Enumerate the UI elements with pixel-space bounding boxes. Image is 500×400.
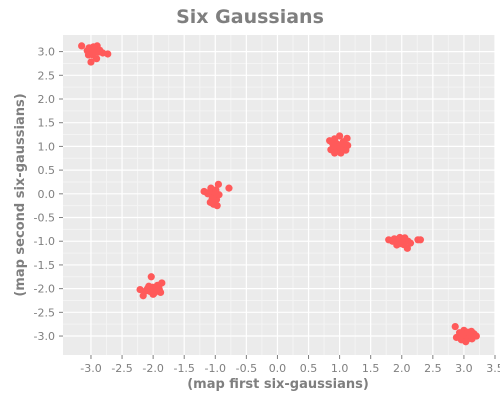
scatter-point	[388, 237, 397, 245]
scatter-point	[328, 139, 336, 147]
scatter-point	[149, 286, 157, 294]
y-tick-label: 1.0	[38, 140, 56, 153]
chart-title: Six Gaussians	[176, 6, 324, 28]
y-tick-label: 2.5	[38, 69, 56, 82]
y-tick-label: 0.0	[38, 188, 56, 201]
scatter-point	[92, 55, 101, 63]
x-tick-label: 3.5	[486, 362, 500, 375]
x-tick-label: -3.0	[80, 362, 101, 375]
scatter-point	[155, 283, 163, 291]
scatter-point	[209, 200, 218, 208]
x-axis-label: (map first six-gaussians)	[187, 377, 369, 392]
x-tick-label: 1.5	[362, 362, 380, 375]
y-axis-label: (map second six-gaussians)	[13, 93, 28, 296]
x-tick-label: -2.0	[142, 362, 163, 375]
scatter-point	[398, 236, 406, 244]
x-tick-label: 2.0	[393, 362, 411, 375]
scatter-point	[225, 184, 233, 192]
x-tick-label: -1.5	[173, 362, 194, 375]
scatter-point	[406, 239, 415, 247]
x-tick-label: 2.5	[424, 362, 442, 375]
y-tick-label: -0.5	[34, 212, 55, 225]
ticks-layer: -3.0 -2.5 -2.0 -1.5 -1.0 -0.5 0.0 0.5 1.0 1.5 2.0 2…	[34, 46, 500, 375]
y-tick-label: -2.5	[34, 306, 55, 319]
y-tick-label: 0.5	[38, 164, 56, 177]
scatter-point	[339, 138, 347, 146]
scatter-point	[416, 236, 425, 244]
scatter-point	[136, 285, 144, 294]
x-tick-label: 0.5	[300, 362, 318, 375]
y-tick-label: 1.5	[38, 117, 56, 130]
scatter-point	[205, 188, 213, 196]
scatter-point	[87, 58, 95, 66]
x-tick-label: 0.0	[269, 362, 287, 375]
y-tick-label: -2.0	[34, 283, 55, 296]
y-tick-label: -1.5	[34, 259, 55, 272]
scatter-point	[214, 180, 222, 188]
x-tick-label: -2.5	[111, 362, 132, 375]
scatter-point	[90, 47, 98, 56]
scatter-point	[403, 244, 411, 252]
x-tick-label: 3.0	[455, 362, 473, 375]
scatter-point	[337, 149, 345, 157]
scatter-point	[468, 335, 476, 343]
x-tick-label: -1.0	[205, 362, 226, 375]
scatter-point	[78, 42, 86, 50]
points-layer	[78, 42, 480, 346]
grid-layer	[63, 35, 496, 355]
scatter-point	[84, 51, 93, 59]
plot-background	[63, 35, 495, 355]
y-tick-label: 2.0	[38, 93, 56, 106]
scatter-point	[336, 132, 344, 140]
scatter-point	[96, 46, 104, 54]
scatter-point	[451, 322, 459, 331]
x-tick-label: 1.0	[331, 362, 349, 375]
scatter-point	[462, 338, 470, 346]
y-tick-label: 3.0	[38, 46, 56, 59]
scatter-point	[464, 328, 472, 336]
scatter-point	[331, 149, 339, 157]
y-tick-label: -3.0	[34, 330, 55, 343]
y-tick-label: -1.0	[34, 235, 55, 248]
x-tick-label: -0.5	[236, 362, 257, 375]
scatter-point	[208, 194, 216, 203]
scatter-point	[147, 273, 155, 281]
